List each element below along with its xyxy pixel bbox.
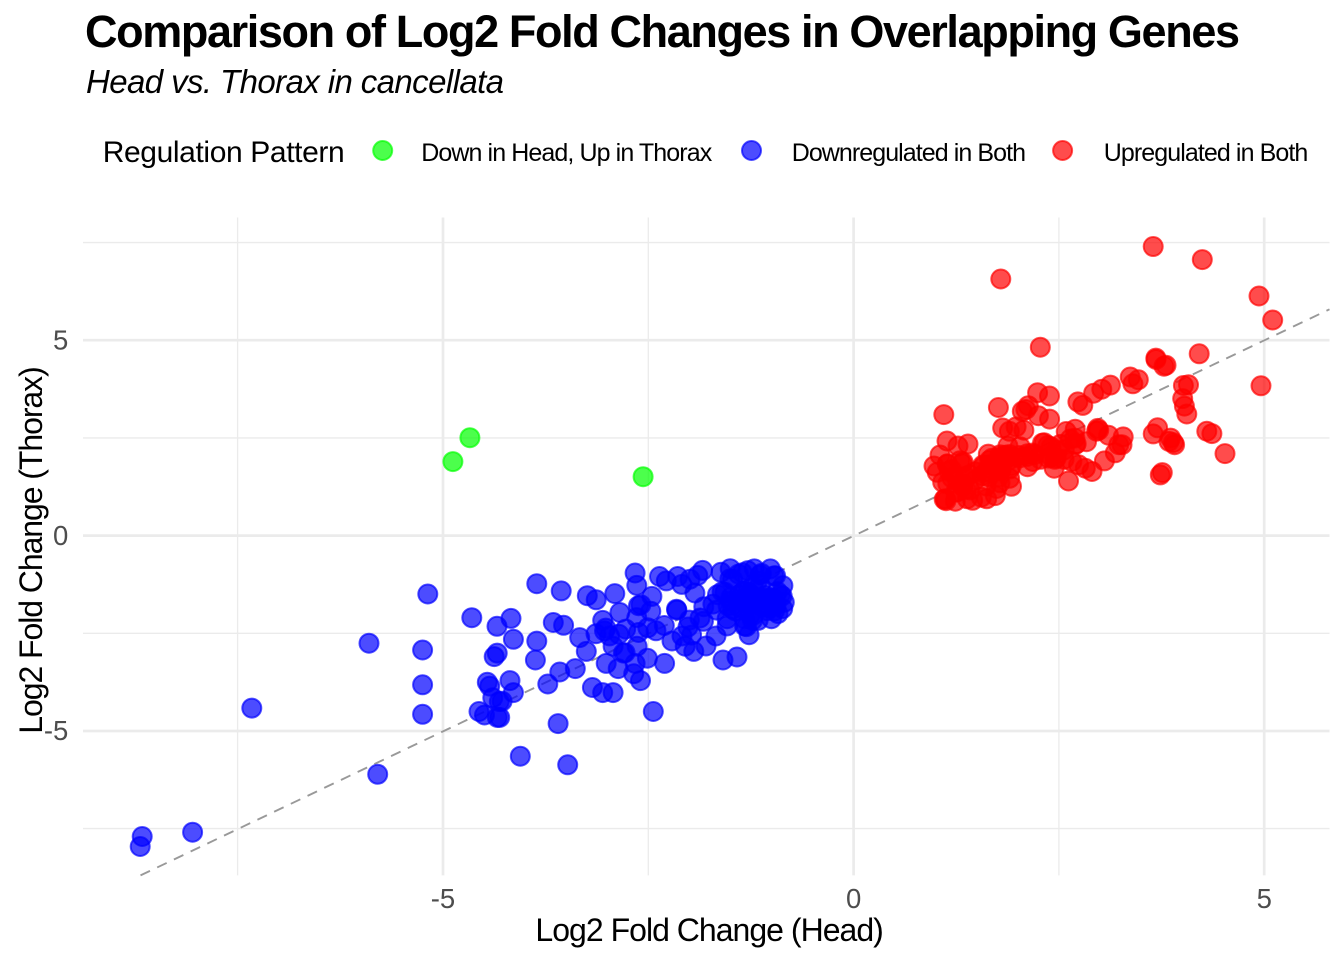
- svg-text:Down in Head, Up in Thorax: Down in Head, Up in Thorax: [421, 139, 713, 167]
- svg-text:Head vs. Thorax in cancellata: Head vs. Thorax in cancellata: [86, 63, 504, 100]
- svg-text:-5: -5: [431, 883, 455, 914]
- svg-text:0: 0: [846, 883, 861, 914]
- svg-text:Log2 Fold Change (Thorax): Log2 Fold Change (Thorax): [13, 366, 49, 734]
- svg-text:5: 5: [53, 325, 68, 356]
- svg-text:Upregulated in Both: Upregulated in Both: [1104, 139, 1309, 167]
- svg-text:Regulation Pattern: Regulation Pattern: [103, 136, 345, 169]
- svg-text:0: 0: [53, 520, 68, 551]
- svg-text:Comparison of Log2 Fold Change: Comparison of Log2 Fold Changes in Overl…: [85, 6, 1240, 57]
- svg-text:5: 5: [1257, 883, 1272, 914]
- svg-text:Downregulated in Both: Downregulated in Both: [792, 139, 1026, 167]
- svg-text:Log2 Fold Change (Head): Log2 Fold Change (Head): [535, 912, 883, 948]
- svg-text:-5: -5: [44, 715, 68, 746]
